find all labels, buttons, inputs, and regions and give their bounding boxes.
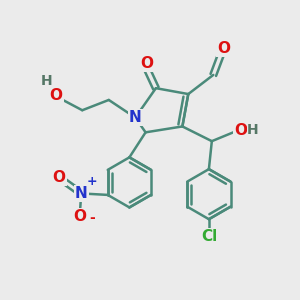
Text: +: + bbox=[86, 175, 97, 188]
Text: O: O bbox=[234, 123, 247, 138]
Text: O: O bbox=[52, 170, 66, 185]
Text: H: H bbox=[247, 123, 259, 137]
Text: O: O bbox=[141, 56, 154, 71]
Text: O: O bbox=[217, 41, 230, 56]
Text: Cl: Cl bbox=[201, 230, 217, 244]
Text: H: H bbox=[41, 74, 53, 88]
Text: O: O bbox=[49, 88, 62, 103]
Text: N: N bbox=[129, 110, 142, 125]
Text: N: N bbox=[75, 186, 88, 201]
Text: O: O bbox=[73, 209, 86, 224]
Text: -: - bbox=[89, 211, 95, 225]
